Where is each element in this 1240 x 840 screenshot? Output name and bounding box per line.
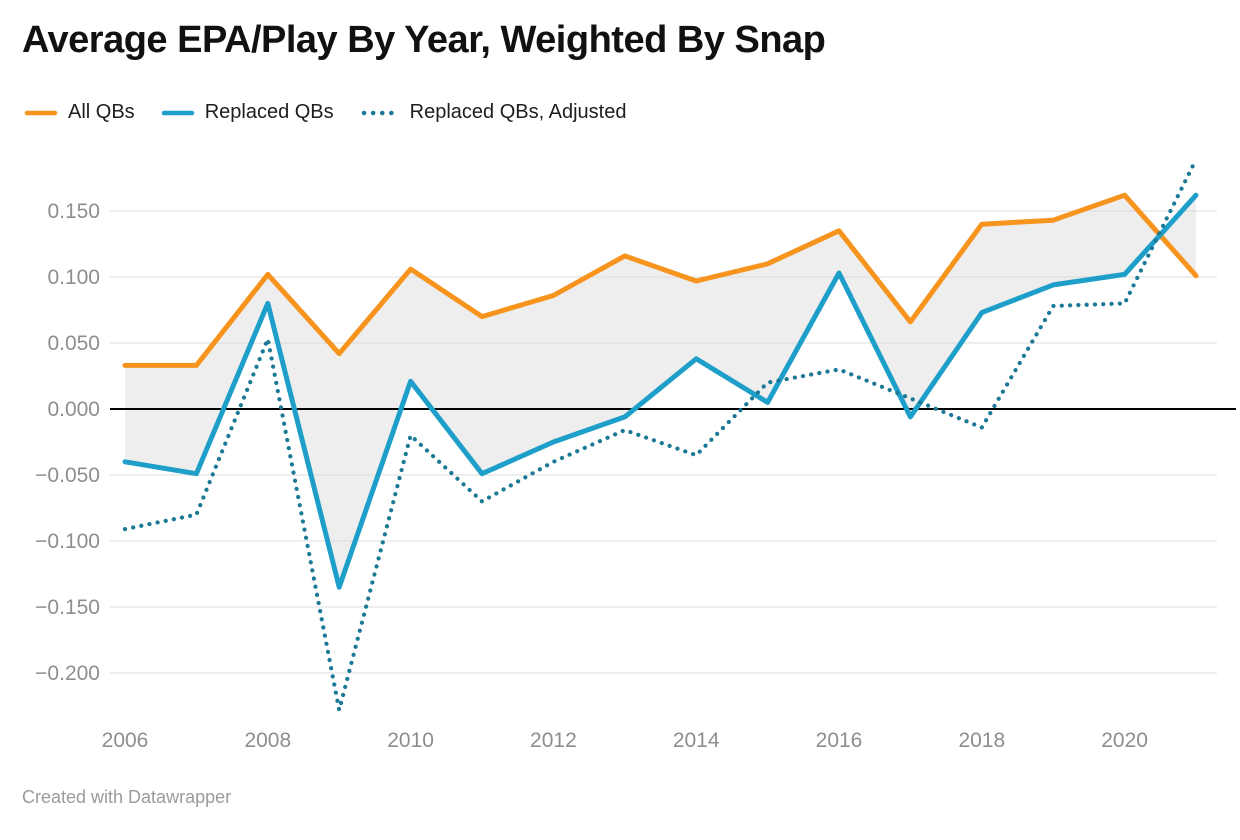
legend-item-replaced-qbs: Replaced QBs [161, 101, 334, 124]
svg-text:0.150: 0.150 [47, 200, 100, 223]
legend-item-replaced-qbs-adjusted: Replaced QBs, Adjusted [360, 101, 627, 124]
legend-label: All QBs [68, 101, 135, 123]
svg-text:2014: 2014 [673, 729, 720, 752]
replaced-qbs-adjusted-dotted-swatch-icon [361, 110, 398, 115]
svg-text:2020: 2020 [1101, 729, 1148, 752]
y-axis-labels: 0.150 0.100 0.050 0.000 −0.050 −0.100 −0.150 −0… [35, 200, 100, 685]
svg-text:−0.100: −0.100 [35, 530, 100, 553]
svg-text:−0.200: −0.200 [35, 662, 100, 685]
series-line-all-qbs [122, 192, 1199, 368]
all-qbs-line-swatch-icon [24, 110, 58, 115]
svg-text:2008: 2008 [244, 729, 291, 752]
replaced-qbs-line-swatch-icon [161, 110, 194, 115]
x-axis-labels: 2006 2008 2010 2012 2014 2016 2018 2020 [102, 729, 1148, 752]
svg-text:2006: 2006 [102, 729, 149, 752]
page-title: Average EPA/Play By Year, Weighted By Sn… [22, 19, 826, 61]
legend-item-all-qbs: All QBs [24, 101, 135, 124]
svg-text:0.000: 0.000 [47, 398, 100, 421]
svg-text:0.100: 0.100 [47, 266, 100, 289]
svg-text:−0.150: −0.150 [35, 596, 100, 619]
series-line-replaced-qbs-adjusted [122, 157, 1199, 713]
svg-text:2010: 2010 [387, 729, 434, 752]
legend: All QBs Replaced QBs Replaced QBs, Adjus… [24, 101, 626, 124]
legend-label: Replaced QBs [204, 101, 334, 123]
svg-text:2018: 2018 [958, 729, 1005, 752]
series-line-replaced-qbs [122, 192, 1199, 590]
legend-label: Replaced QBs, Adjusted [409, 101, 627, 123]
svg-text:−0.050: −0.050 [35, 464, 100, 487]
svg-text:2016: 2016 [816, 729, 863, 752]
datawrapper-attribution[interactable]: Created with Datawrapper [22, 787, 232, 807]
svg-text:0.050: 0.050 [47, 332, 100, 355]
svg-text:2012: 2012 [530, 729, 577, 752]
band-area [125, 195, 1196, 588]
